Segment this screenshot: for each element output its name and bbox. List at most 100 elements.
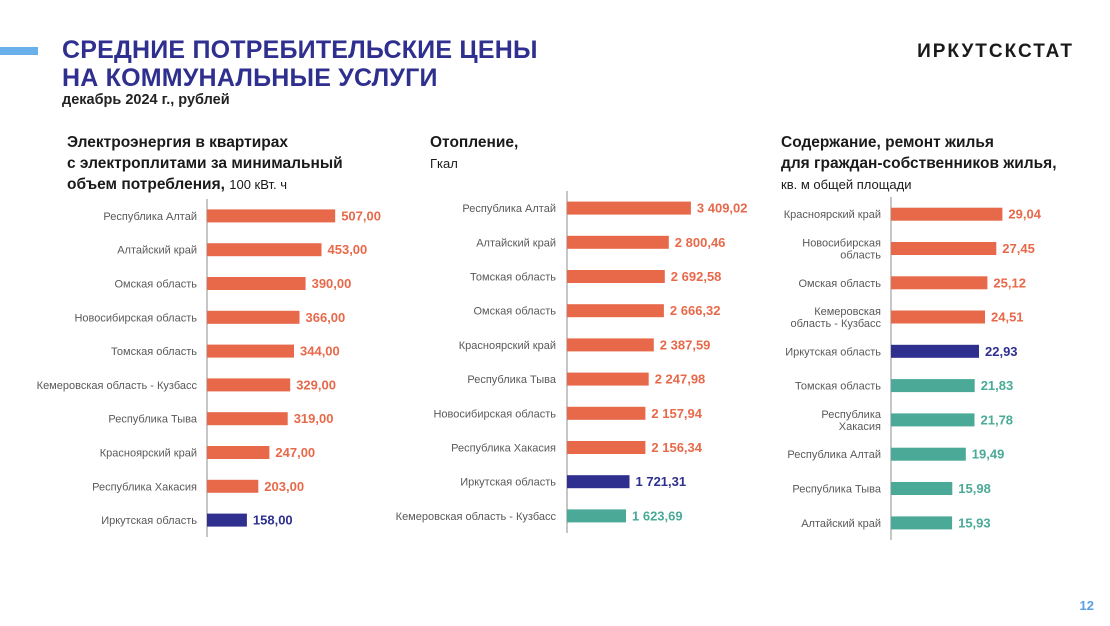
category-label: область xyxy=(840,250,881,262)
panel-title-line: с электроплитами за минимальный xyxy=(67,155,343,172)
data-label: 1 721,31 xyxy=(636,474,687,489)
category-label: Республика Тыва xyxy=(792,484,882,496)
panel-title-electricity: Электроэнергия в квартирах с электроплит… xyxy=(67,132,343,195)
bar xyxy=(891,413,975,427)
brand-logo: ИРКУТСКСТАТ xyxy=(917,41,1074,62)
category-label: область - Кузбасс xyxy=(791,318,882,330)
data-label: 3 409,02 xyxy=(697,201,748,216)
data-label: 27,45 xyxy=(1002,241,1035,256)
panel-title-line: Отопление, xyxy=(430,134,519,151)
data-label: 2 157,94 xyxy=(651,406,702,421)
bar xyxy=(207,479,259,493)
category-label: Томская область xyxy=(111,346,197,358)
data-label: 21,78 xyxy=(981,412,1014,427)
data-label: 247,00 xyxy=(275,445,315,460)
category-label: Красноярский край xyxy=(784,209,881,221)
bar xyxy=(207,513,247,527)
panel-unit: кв. м общей площади xyxy=(781,177,912,192)
panel-unit: 100 кВт. ч xyxy=(229,177,287,192)
bar xyxy=(891,516,953,530)
chart-3: 29,04 Красноярский край 27,45 Новосибирская… xyxy=(784,197,1042,540)
data-label: 158,00 xyxy=(253,513,293,528)
bar xyxy=(567,406,646,420)
bar xyxy=(567,441,646,454)
category-label: Омская область xyxy=(114,279,197,291)
bar xyxy=(891,242,997,255)
bar xyxy=(207,378,291,392)
category-label: Республика xyxy=(821,409,881,421)
bar xyxy=(207,209,336,223)
bar xyxy=(207,446,270,459)
panel-title-heating: Отопление, Гкал xyxy=(430,132,518,174)
chart-1: 507,00 Республика Алтай 453,00 Алтайский кр… xyxy=(37,199,381,537)
data-label: 15,93 xyxy=(958,515,991,530)
data-label: 329,00 xyxy=(296,377,336,392)
page-title: СРЕДНИЕ ПОТРЕБИТЕЛЬСКИЕ ЦЕНЫ НА КОММУНАЛ… xyxy=(62,36,538,92)
data-label: 344,00 xyxy=(300,344,340,359)
bar xyxy=(891,447,966,461)
category-label: Иркутская область xyxy=(785,346,881,358)
data-label: 29,04 xyxy=(1008,207,1041,222)
data-label: 366,00 xyxy=(306,310,346,325)
panel-title-line: для граждан-собственников жилья, xyxy=(781,155,1057,172)
category-label: Кемеровская xyxy=(814,306,881,318)
bar xyxy=(567,338,654,352)
accent-bar xyxy=(0,47,38,55)
data-label: 390,00 xyxy=(312,276,352,291)
category-label: Омская область xyxy=(798,278,881,290)
bar xyxy=(891,276,988,290)
category-label: Новосибирская область xyxy=(74,312,197,324)
category-label: Республика Алтай xyxy=(787,449,881,461)
page-title-line-1: СРЕДНИЕ ПОТРЕБИТЕЛЬСКИЕ ЦЕНЫ xyxy=(62,36,538,64)
category-label: Иркутская область xyxy=(460,477,556,489)
category-label: Республика Алтай xyxy=(103,211,197,223)
bar xyxy=(207,243,322,257)
data-label: 2 692,58 xyxy=(671,269,722,284)
data-label: 2 156,34 xyxy=(651,440,702,455)
data-label: 2 666,32 xyxy=(670,303,721,318)
category-label: Алтайский край xyxy=(476,237,556,249)
bar xyxy=(207,412,288,426)
category-label: Алтайский край xyxy=(801,518,881,530)
data-label: 2 387,59 xyxy=(660,337,711,352)
data-label: 21,83 xyxy=(981,378,1014,393)
bar xyxy=(567,304,664,318)
panel-title-line: Содержание, ремонт жилья xyxy=(781,134,994,151)
data-label: 453,00 xyxy=(328,242,368,257)
bar xyxy=(567,372,649,386)
page-subtitle: декабрь 2024 г., рублей xyxy=(62,92,230,108)
chart-2: 3 409,02 Республика Алтай 2 800,46 Алтайски… xyxy=(396,191,748,533)
category-label: Иркутская область xyxy=(101,515,197,527)
data-label: 203,00 xyxy=(264,479,304,494)
category-label: Хакасия xyxy=(839,421,881,433)
category-label: Красноярский край xyxy=(100,448,197,460)
category-label: Республика Хакасия xyxy=(92,481,197,493)
page-number: 12 xyxy=(1079,598,1094,613)
panel-unit: Гкал xyxy=(430,156,458,171)
panel-title-line: объем потребления, 100 кВт. ч xyxy=(67,174,343,195)
bar xyxy=(567,235,669,249)
data-label: 1 623,69 xyxy=(632,508,683,523)
bar xyxy=(207,310,300,324)
category-label: Республика Хакасия xyxy=(451,443,556,455)
category-label: Алтайский край xyxy=(117,245,197,257)
bar xyxy=(567,201,691,215)
category-label: Республика Тыва xyxy=(467,374,557,386)
panel-title-line-text: объем потребления, xyxy=(67,176,225,193)
category-label: Кемеровская область - Кузбасс xyxy=(396,511,557,523)
bar xyxy=(567,509,626,523)
category-label: Томская область xyxy=(795,381,881,393)
category-label: Новосибирская xyxy=(802,238,881,250)
bar xyxy=(207,277,306,290)
panel-title-housing-maintenance: Содержание, ремонт жилья для граждан-соб… xyxy=(781,132,1057,195)
category-label: Красноярский край xyxy=(459,340,556,352)
category-label: Республика Тыва xyxy=(108,414,198,426)
page-title-line-2: НА КОММУНАЛЬНЫЕ УСЛУГИ xyxy=(62,64,438,92)
category-label: Республика Алтай xyxy=(462,203,556,215)
data-label: 22,93 xyxy=(985,344,1018,359)
data-label: 25,12 xyxy=(993,275,1026,290)
category-label: Новосибирская область xyxy=(433,408,556,420)
category-label: Томская область xyxy=(470,272,556,284)
bar xyxy=(891,482,953,495)
